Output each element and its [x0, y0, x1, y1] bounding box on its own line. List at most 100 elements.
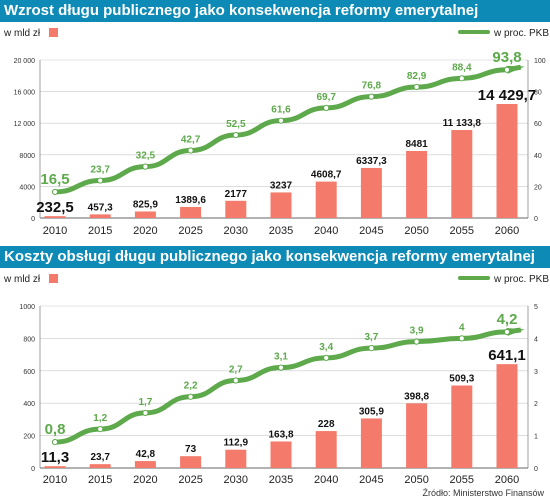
- line-data-label: 3,7: [364, 332, 378, 343]
- y-right-tick-label: 40: [534, 153, 542, 160]
- line-point: [413, 83, 420, 91]
- chart-1: w mld zł w proc. PKB 0 4000 8000 12 000 16 000…: [3, 28, 549, 237]
- bar: [134, 211, 156, 218]
- bar-data-label: 23,7: [90, 452, 110, 463]
- line-data-label: 23,7: [90, 165, 110, 176]
- bar-data-label: 11,3: [41, 449, 69, 466]
- bar-data-label: 73: [185, 444, 197, 455]
- y-left-tick-label: 1000: [19, 304, 35, 311]
- bar-data-label: 228: [318, 419, 335, 430]
- line-point: [503, 66, 511, 73]
- line-point: [97, 426, 104, 433]
- line-point: [413, 338, 420, 345]
- line-data-label: 16,5: [40, 171, 69, 188]
- line-point: [458, 75, 465, 82]
- right-unit-label: w proc. PKB: [493, 28, 549, 39]
- y-left-tick-label: 20 000: [14, 58, 36, 65]
- x-tick-label: 2025: [178, 474, 202, 486]
- x-tick-label: 2030: [224, 474, 248, 486]
- bar-data-label: 112,9: [224, 438, 249, 449]
- line-arrow-head: [506, 65, 525, 74]
- x-tick-label: 2030: [224, 225, 248, 237]
- bar: [180, 207, 202, 218]
- line-data-label: 3,4: [319, 342, 333, 353]
- y-right-tick-label: 0: [534, 466, 538, 473]
- bar-data-label: 3237: [270, 180, 293, 191]
- bar-data-label: 232,5: [36, 199, 74, 216]
- x-tick-label: 2040: [314, 474, 338, 486]
- bar: [89, 464, 111, 468]
- x-tick-label: 2015: [88, 474, 112, 486]
- bar: [270, 441, 292, 468]
- y-left-tick-label: 4000: [19, 184, 35, 191]
- bar: [451, 385, 473, 468]
- line-data-label: 4,2: [497, 311, 518, 328]
- source-note: Źródło: Ministerstwo Finansów: [422, 488, 544, 498]
- line-point: [368, 345, 375, 352]
- x-tick-label: 2020: [133, 225, 157, 237]
- line-point: [323, 104, 330, 111]
- bar-data-label: 14 429,7: [478, 87, 536, 104]
- line-arrow-head: [506, 327, 525, 336]
- bar: [496, 364, 518, 468]
- bar: [44, 216, 66, 218]
- bar-data-label: 825,9: [133, 199, 158, 210]
- bar: [360, 167, 382, 218]
- bar-data-label: 2177: [225, 189, 248, 200]
- chart-1-title: Wzrost długu publicznego jako konsekwenc…: [0, 0, 550, 22]
- bar: [496, 104, 518, 218]
- line-point: [503, 328, 511, 336]
- bar-data-label: 1389,6: [175, 195, 206, 206]
- x-tick-label: 2055: [450, 225, 474, 237]
- left-unit-label: w mld zł: [3, 28, 41, 39]
- line-point: [51, 438, 59, 446]
- line-data-label: 93,8: [492, 49, 521, 66]
- x-tick-label: 2060: [495, 474, 519, 486]
- x-tick-label: 2055: [450, 474, 474, 486]
- line-data-label: 42,7: [181, 135, 201, 146]
- x-tick-label: 2035: [269, 225, 293, 237]
- y-left-tick-label: 600: [23, 369, 35, 376]
- bar: [451, 130, 473, 218]
- y-left-tick-label: 200: [23, 434, 35, 441]
- bar-data-label: 6337,3: [356, 156, 387, 167]
- bar: [180, 456, 202, 468]
- bar: [225, 200, 247, 218]
- chart-2: w mld zł w proc. PKB020040060080010000123…: [3, 274, 549, 486]
- bar: [89, 214, 111, 218]
- line-point: [323, 354, 330, 361]
- line-point: [368, 93, 375, 100]
- bar-data-label: 509,3: [449, 373, 474, 384]
- x-tick-label: 2045: [359, 474, 383, 486]
- line-data-label: 76,8: [362, 81, 382, 92]
- bar-legend-swatch: [49, 28, 58, 37]
- line-data-label: 82,9: [407, 71, 427, 82]
- line-data-label: 52,5: [226, 119, 246, 130]
- chart-2-title: Koszty obsługi długu publicznego jako ko…: [0, 246, 550, 268]
- line-data-label: 1,2: [93, 413, 107, 424]
- series-line: [52, 329, 510, 445]
- y-right-tick-label: 20: [534, 184, 542, 191]
- x-tick-label: 2060: [495, 225, 519, 237]
- x-tick-label: 2010: [43, 225, 67, 237]
- line-data-label: 4: [459, 322, 465, 333]
- x-tick-label: 2015: [88, 225, 112, 237]
- bar-data-label: 641,1: [488, 347, 526, 364]
- line-point: [232, 131, 239, 139]
- line-point: [97, 177, 104, 184]
- right-unit-label: w proc. PKB: [493, 274, 549, 285]
- line-data-label: 61,6: [271, 105, 291, 116]
- bar: [315, 181, 337, 218]
- bar: [315, 431, 337, 468]
- y-left-tick-label: 0: [31, 216, 35, 223]
- line-data-label: 32,5: [136, 151, 156, 162]
- y-right-tick-label: 0: [534, 216, 538, 223]
- line-point: [187, 147, 194, 154]
- y-left-tick-label: 16 000: [14, 90, 36, 97]
- bar-data-label: 8481: [405, 139, 428, 150]
- y-right-tick-label: 2: [534, 401, 538, 408]
- bar-data-label: 457,3: [88, 202, 113, 213]
- x-tick-label: 2035: [269, 474, 293, 486]
- line-point: [277, 117, 285, 124]
- line-data-label: 2,7: [229, 365, 243, 376]
